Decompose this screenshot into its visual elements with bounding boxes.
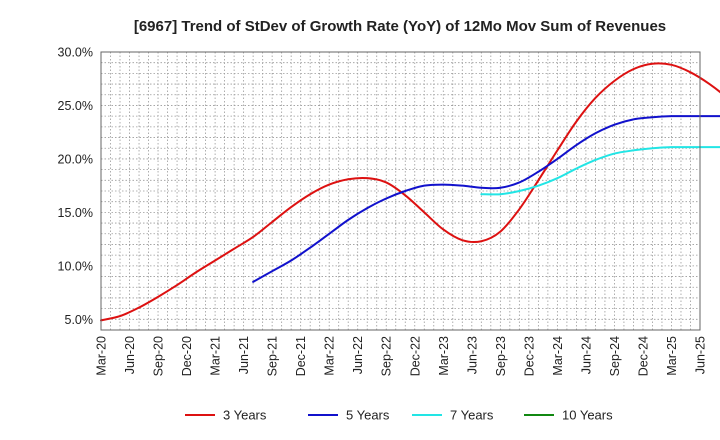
series-line-3-years [100, 62, 720, 322]
x-tick-label: Jun-21 [237, 336, 251, 374]
x-tick-label: Mar-23 [437, 336, 451, 376]
legend-label-7-years: 7 Years [450, 408, 494, 423]
x-tick-label: Dec-23 [522, 336, 536, 376]
legend-label-3-years: 3 Years [223, 408, 267, 423]
legend-label-10-years: 10 Years [562, 408, 613, 423]
legend: 3 Years 5 Years 7 Years 10 Years [185, 408, 613, 423]
series-line-5-years [252, 115, 720, 283]
plot-frame [100, 51, 701, 331]
y-tick-label: 20.0% [58, 152, 93, 166]
x-tick-label: Mar-22 [323, 336, 337, 376]
series-lines [100, 62, 720, 322]
x-tick-label: Dec-21 [294, 336, 308, 376]
x-axis: Mar-20 Jun-20 Sep-20 Dec-20 Mar-21 Jun-21 Sep-… [95, 336, 708, 376]
y-tick-label: 30.0% [58, 46, 93, 60]
y-tick-label: 15.0% [58, 206, 93, 220]
y-axis: 5.0% 10.0% 15.0% 20.0% 25.0% 30.0% [58, 46, 93, 327]
series-line-7-years [480, 146, 720, 196]
legend-label-5-years: 5 Years [346, 408, 390, 423]
x-tick-label: Dec-24 [636, 336, 650, 376]
y-tick-label: 25.0% [58, 99, 93, 113]
x-tick-label: Jun-23 [465, 336, 479, 374]
x-tick-label: Dec-22 [408, 336, 422, 376]
x-tick-label: Sep-21 [266, 336, 280, 376]
x-tick-label: Mar-20 [95, 336, 109, 376]
x-tick-label: Sep-20 [152, 336, 166, 376]
x-tick-label: Jun-20 [123, 336, 137, 374]
y-tick-label: 5.0% [65, 313, 94, 327]
grid [100, 51, 701, 331]
x-tick-label: Jun-24 [579, 336, 593, 374]
x-tick-label: Sep-22 [380, 336, 394, 376]
x-tick-label: Jun-22 [351, 336, 365, 374]
x-tick-label: Mar-25 [665, 336, 679, 376]
x-tick-label: Mar-21 [209, 336, 223, 376]
x-tick-label: Dec-20 [180, 336, 194, 376]
x-tick-label: Mar-24 [551, 336, 565, 376]
chart-title: [6967] Trend of StDev of Growth Rate (Yo… [134, 18, 666, 35]
x-tick-label: Sep-24 [608, 336, 622, 376]
y-tick-label: 10.0% [58, 259, 93, 273]
x-tick-label: Sep-23 [494, 336, 508, 376]
x-tick-label: Jun-25 [694, 336, 708, 374]
